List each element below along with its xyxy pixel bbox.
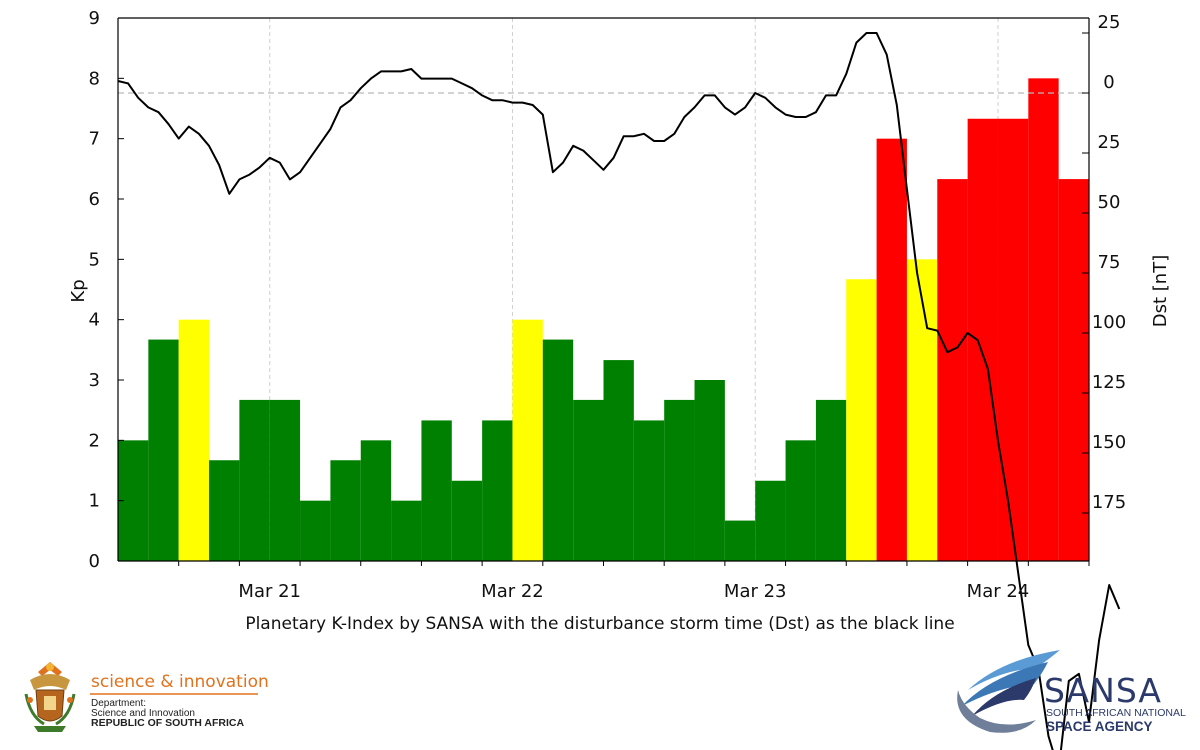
sansa-line2: SPACE AGENCY — [1046, 719, 1153, 734]
dsi-logo: science & innovation Department: Science… — [24, 662, 269, 732]
kp-bar — [815, 399, 847, 561]
kp-tick-label: 0 — [89, 551, 100, 572]
kp-bar — [300, 500, 331, 561]
kp-bars — [118, 78, 1089, 562]
kp-tick-label: 7 — [89, 129, 100, 150]
kp-bar — [512, 319, 543, 561]
kp-bar — [967, 118, 998, 562]
dsi-country: REPUBLIC OF SOUTH AFRICA — [91, 717, 244, 729]
kp-bar — [269, 399, 301, 561]
dst-line-group — [117, 32, 1121, 750]
tick-labels: 0 1 2 3 4 5 6 7 8 9 25 0 25 50 75 100 125 150 175 Mar 21 Mar… — [89, 8, 1127, 602]
x-tick-label: Mar 23 — [724, 581, 787, 602]
kp-bar — [724, 520, 756, 561]
kp-bar — [785, 440, 816, 561]
kp-bar — [209, 460, 240, 561]
coat-of-arms-icon — [24, 662, 76, 732]
dst-tick-label: 100 — [1092, 312, 1126, 333]
kp-bar — [664, 399, 695, 561]
x-tick-label: Mar 24 — [967, 581, 1030, 602]
kp-bar — [755, 480, 786, 561]
dst-tick-label: 75 — [1098, 252, 1121, 273]
kp-bar — [391, 500, 422, 561]
kp-bar — [694, 380, 725, 561]
kp-tick-label: 4 — [89, 310, 100, 331]
dst-tick-label: 25 — [1098, 12, 1121, 33]
kp-bar — [239, 399, 270, 561]
sansa-line1: SOUTH AFRICAN NATIONAL — [1046, 707, 1186, 719]
kp-bar — [178, 319, 210, 561]
dst-tick-label: 125 — [1092, 372, 1126, 393]
dsi-department-name: Science and Innovation — [91, 708, 195, 719]
kp-bar — [603, 360, 634, 561]
y-axis-title-dst: Dst [nT] — [1150, 255, 1171, 327]
kp-tick-label: 6 — [89, 189, 100, 210]
dst-tick-label: 0 — [1103, 72, 1114, 93]
kp-bar — [482, 420, 513, 561]
kp-tick-label: 5 — [89, 249, 100, 270]
kp-tick-label: 8 — [89, 68, 100, 89]
kp-bar — [876, 138, 907, 561]
sansa-swoosh-icon — [957, 650, 1060, 733]
kp-bar — [330, 460, 361, 561]
dsi-department: Department: — [91, 698, 146, 709]
axes — [117, 17, 1090, 566]
kp-tick-label: 3 — [89, 370, 100, 391]
kp-bar — [360, 440, 392, 561]
dsi-title: science & innovation — [91, 672, 269, 692]
kp-bar — [633, 420, 665, 561]
y-axis-title-kp: Kp — [68, 279, 89, 302]
kp-bar — [421, 420, 452, 561]
kp-bar — [148, 339, 179, 561]
kp-bar — [542, 339, 574, 561]
dst-tick-label: 50 — [1098, 192, 1121, 213]
dst-tick-label: 25 — [1098, 132, 1121, 153]
dst-tick-label: 175 — [1092, 492, 1126, 513]
kp-bar — [937, 179, 968, 561]
kp-bar — [997, 118, 1029, 562]
kp-bar — [1058, 179, 1089, 561]
chart-caption: Planetary K-Index by SANSA with the dist… — [245, 614, 954, 634]
sansa-wordmark: SANSA — [1044, 671, 1162, 710]
kp-tick-label: 9 — [89, 8, 100, 29]
kp-bar — [573, 399, 604, 561]
dst-tick-label: 150 — [1092, 432, 1126, 453]
x-tick-label: Mar 22 — [481, 581, 544, 602]
kp-bar — [906, 259, 938, 561]
dst-line — [117, 32, 1121, 750]
sansa-logo: SANSA SOUTH AFRICAN NATIONAL SPACE AGENC… — [957, 650, 1186, 734]
x-tick-label: Mar 21 — [238, 581, 301, 602]
kp-bar — [846, 279, 877, 561]
kp-tick-label: 1 — [89, 491, 100, 512]
kp-bar — [451, 480, 483, 561]
kp-tick-label: 2 — [89, 430, 100, 451]
kp-bar — [1028, 78, 1059, 561]
